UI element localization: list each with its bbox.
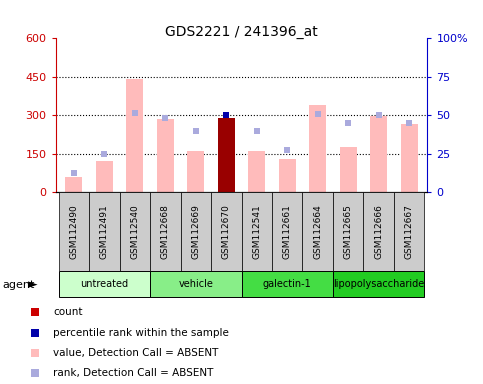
Text: GSM112668: GSM112668 xyxy=(161,204,170,259)
Bar xyxy=(340,147,356,192)
Text: agent: agent xyxy=(2,280,35,290)
Bar xyxy=(218,118,235,192)
Bar xyxy=(127,79,143,192)
Text: GSM112670: GSM112670 xyxy=(222,204,231,259)
Bar xyxy=(66,177,82,192)
Text: GSM112661: GSM112661 xyxy=(283,204,292,259)
Text: GSM112667: GSM112667 xyxy=(405,204,413,259)
Text: galectin-1: galectin-1 xyxy=(263,279,312,289)
Bar xyxy=(333,271,425,297)
Bar xyxy=(279,159,296,192)
Text: ►: ► xyxy=(28,278,38,291)
Text: vehicle: vehicle xyxy=(178,279,213,289)
Text: value, Detection Call = ABSENT: value, Detection Call = ABSENT xyxy=(53,348,219,358)
Bar xyxy=(211,192,242,271)
Text: GSM112666: GSM112666 xyxy=(374,204,383,259)
Bar xyxy=(242,271,333,297)
Text: GSM112664: GSM112664 xyxy=(313,204,322,259)
Bar xyxy=(187,151,204,192)
Text: count: count xyxy=(53,308,83,318)
Bar xyxy=(150,192,181,271)
Text: GSM112491: GSM112491 xyxy=(100,204,109,259)
Bar xyxy=(394,192,425,271)
Bar xyxy=(272,192,302,271)
Bar xyxy=(248,151,265,192)
Bar xyxy=(58,192,89,271)
Bar xyxy=(150,271,242,297)
Text: untreated: untreated xyxy=(80,279,128,289)
Bar xyxy=(309,105,326,192)
Bar xyxy=(96,161,113,192)
Bar xyxy=(181,192,211,271)
Text: GSM112490: GSM112490 xyxy=(70,204,78,259)
Bar xyxy=(89,192,120,271)
Text: GSM112540: GSM112540 xyxy=(130,204,139,259)
Bar xyxy=(401,124,417,192)
Text: percentile rank within the sample: percentile rank within the sample xyxy=(53,328,229,338)
Text: GSM112665: GSM112665 xyxy=(344,204,353,259)
Text: GSM112669: GSM112669 xyxy=(191,204,200,259)
Bar xyxy=(370,116,387,192)
Bar xyxy=(120,192,150,271)
Bar xyxy=(333,192,363,271)
Bar xyxy=(58,271,150,297)
Text: rank, Detection Call = ABSENT: rank, Detection Call = ABSENT xyxy=(53,368,213,378)
Text: lipopolysaccharide: lipopolysaccharide xyxy=(333,279,424,289)
Bar xyxy=(363,192,394,271)
Text: GSM112541: GSM112541 xyxy=(252,204,261,259)
Bar xyxy=(242,192,272,271)
Text: GDS2221 / 241396_at: GDS2221 / 241396_at xyxy=(165,25,318,39)
Bar xyxy=(157,119,174,192)
Bar xyxy=(302,192,333,271)
